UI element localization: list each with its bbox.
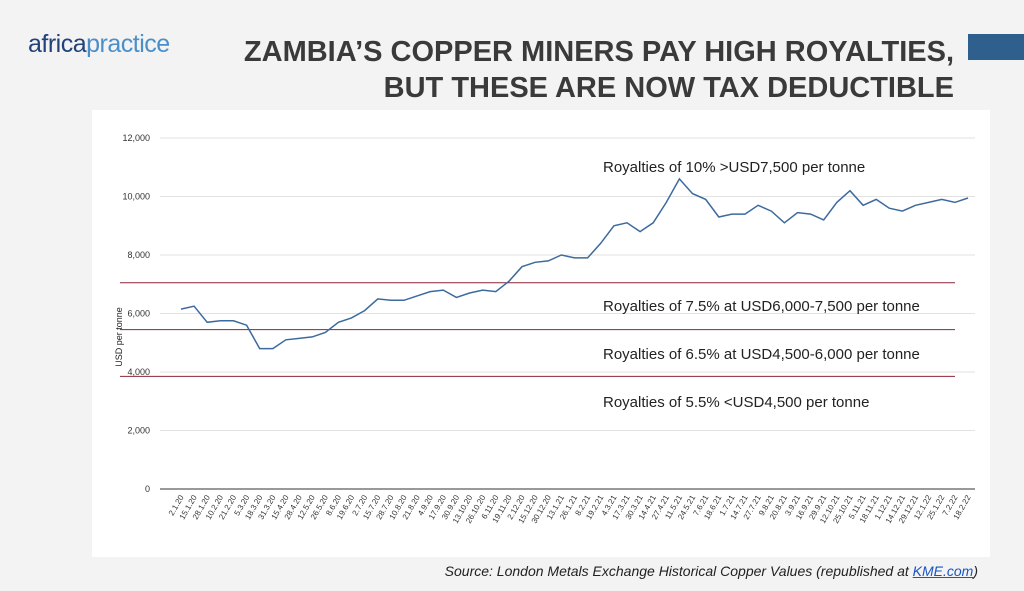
y-tick-label: 6,000	[127, 309, 150, 319]
y-tick-label: 0	[145, 484, 150, 494]
y-tick-label: 2,000	[127, 426, 150, 436]
logo-part: africa	[28, 30, 87, 58]
source-text: Source: London Metals Exchange Historica…	[444, 563, 913, 579]
price-line	[180, 177, 969, 350]
title-line: ZAMBIA’S COPPER MINERS PAY HIGH ROYALTIE…	[243, 36, 954, 68]
y-tick-label: 10,000	[122, 192, 150, 202]
y-tick-label: 12,000	[122, 133, 150, 143]
title-line: BUT THESE ARE NOW TAX DEDUCTIBLE	[383, 72, 954, 104]
title: ZAMBIA’S COPPER MINERS PAY HIGH ROYALTIE…	[244, 34, 954, 106]
annotation: Royalties of 6.5% at USD4,500-6,000 per …	[603, 346, 920, 363]
source-text: )	[973, 563, 978, 579]
y-axis-label: USD per tonne	[114, 307, 124, 367]
logo: africapractice	[28, 30, 170, 59]
logo-part: practice	[86, 30, 170, 58]
source-link[interactable]: KME.com	[912, 563, 974, 579]
chart-panel	[92, 110, 990, 557]
annotation: Royalties of 10% >USD7,500 per tonne	[603, 159, 865, 176]
y-tick-label: 8,000	[127, 250, 150, 260]
annotation: Royalties of 5.5% <USD4,500 per tonne	[603, 394, 869, 411]
annotation: Royalties of 7.5% at USD6,000-7,500 per …	[603, 298, 920, 315]
accent-bar	[968, 34, 1024, 60]
y-tick-label: 4,000	[127, 367, 150, 377]
source: Source: London Metals Exchange Historica…	[445, 563, 978, 579]
